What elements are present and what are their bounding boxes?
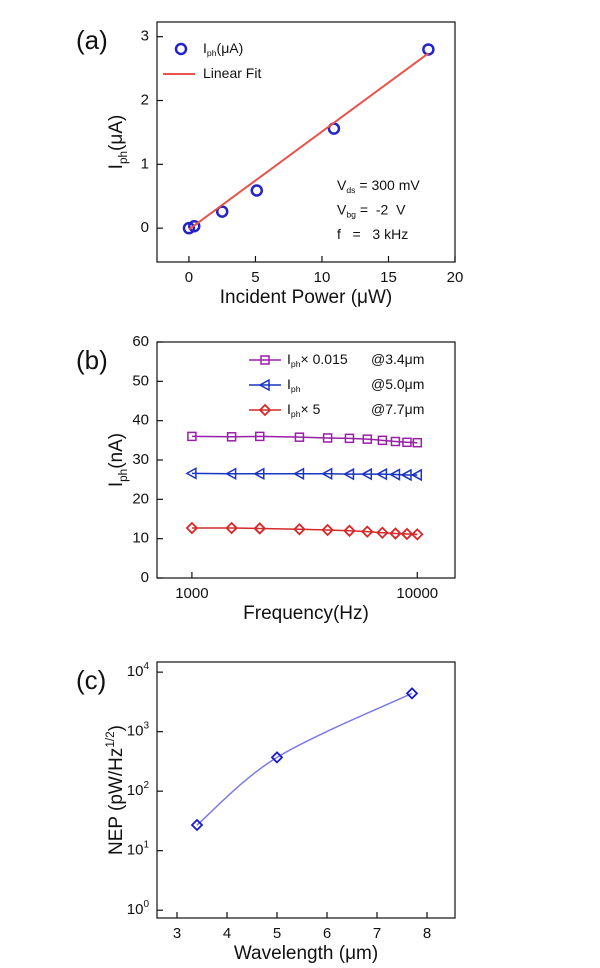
data-point xyxy=(188,220,201,233)
data-point xyxy=(321,523,334,537)
series-line xyxy=(188,52,429,231)
series-line xyxy=(196,692,413,826)
data-point xyxy=(250,184,264,197)
data-point xyxy=(422,43,435,56)
y-tick-label: 0 xyxy=(141,569,149,586)
panel-label: (a) xyxy=(76,25,108,55)
x-tick-label: 5 xyxy=(273,925,281,942)
y-tick-label: 10 xyxy=(132,530,149,547)
data-point xyxy=(293,522,306,536)
legend-label: Iph× 5 xyxy=(287,401,321,420)
x-tick-label: 4 xyxy=(223,925,231,942)
data-point xyxy=(362,434,373,444)
legend-marker xyxy=(258,378,270,392)
x-tick-label: 7 xyxy=(373,925,381,942)
data-point xyxy=(185,467,197,480)
series-line xyxy=(191,435,418,444)
data-point xyxy=(410,468,423,482)
data-point xyxy=(343,524,356,538)
y-axis-label: NEP (pW/Hz1/2) xyxy=(104,725,127,855)
y-tick-label: 30 xyxy=(132,451,149,468)
data-point xyxy=(270,751,284,764)
y-tick-label: 103 xyxy=(127,721,150,740)
legend-note: @7.7μm xyxy=(371,401,424,417)
data-point xyxy=(253,522,267,535)
data-point xyxy=(400,527,414,541)
y-tick-label: 60 xyxy=(132,333,149,350)
data-point xyxy=(361,525,374,538)
plot-frame xyxy=(156,21,456,263)
data-point xyxy=(377,435,388,446)
x-tick-label: 3 xyxy=(173,925,181,942)
x-tick-label: 20 xyxy=(447,269,464,286)
panel-label: (b) xyxy=(76,345,108,375)
legend-marker xyxy=(260,355,270,365)
y-tick-label: 3 xyxy=(141,28,149,45)
y-tick-label: 40 xyxy=(132,412,149,429)
x-tick-label: 10000 xyxy=(396,585,438,602)
y-tick-label: 100 xyxy=(127,899,150,918)
legend-note: @3.4μm xyxy=(371,351,424,367)
data-point xyxy=(405,687,419,700)
y-axis-label: Iph(μA) xyxy=(106,115,130,170)
x-axis-label: Incident Power (μW) xyxy=(220,287,393,308)
data-point xyxy=(360,467,373,481)
x-tick-label: 10 xyxy=(314,269,331,286)
y-tick-label: 50 xyxy=(132,372,149,389)
data-point xyxy=(190,818,204,832)
x-tick-label: 0 xyxy=(185,269,193,286)
legend-label: Iph(μA) xyxy=(203,40,243,59)
y-tick-label: 101 xyxy=(127,840,150,859)
y-tick-label: 20 xyxy=(132,490,149,507)
legend-label: Linear Fit xyxy=(203,65,261,81)
annotation: Vds = 300 mV xyxy=(337,177,420,196)
x-tick-label: 8 xyxy=(423,925,431,942)
data-point xyxy=(292,467,305,481)
y-tick-label: 102 xyxy=(127,780,150,799)
data-point xyxy=(187,431,197,442)
data-point xyxy=(321,467,333,481)
legend-label: Iph xyxy=(287,376,301,395)
data-point xyxy=(225,467,237,481)
data-point xyxy=(411,528,424,541)
legend-marker xyxy=(258,403,272,417)
data-point xyxy=(255,431,265,442)
y-axis-label: Iph(nA) xyxy=(106,433,130,487)
legend-note: @5.0μm xyxy=(371,376,424,392)
panel-label: (c) xyxy=(76,665,106,695)
y-tick-label: 2 xyxy=(141,91,149,108)
data-point xyxy=(226,432,237,442)
data-point xyxy=(344,433,355,444)
annotation: Vbg = -2 V xyxy=(337,201,406,220)
data-point xyxy=(390,436,401,447)
y-tick-label: 104 xyxy=(127,661,150,680)
data-point xyxy=(253,467,265,481)
data-point xyxy=(412,437,423,448)
legend-label: Iph× 0.015 xyxy=(287,351,348,370)
x-tick-label: 6 xyxy=(323,925,331,942)
data-point xyxy=(389,527,402,540)
x-axis-label: Frequency(Hz) xyxy=(243,603,369,624)
annotation: f = 3 kHz xyxy=(337,226,408,242)
plot-frame xyxy=(156,661,456,919)
data-point xyxy=(322,433,333,443)
y-tick-label: 0 xyxy=(141,219,149,236)
data-point xyxy=(294,432,305,442)
x-tick-label: 15 xyxy=(380,269,397,286)
data-point xyxy=(185,521,199,535)
data-point xyxy=(402,437,412,448)
data-point xyxy=(375,467,388,481)
x-axis-label: Wavelength (μm) xyxy=(234,943,378,963)
y-tick-label: 1 xyxy=(141,155,149,172)
data-point xyxy=(225,521,238,535)
legend-marker xyxy=(174,42,188,56)
data-point xyxy=(388,468,401,481)
x-tick-label: 1000 xyxy=(175,585,208,602)
data-point xyxy=(342,467,355,481)
x-tick-label: 5 xyxy=(251,269,259,286)
data-point xyxy=(376,526,389,540)
data-point xyxy=(215,205,229,218)
